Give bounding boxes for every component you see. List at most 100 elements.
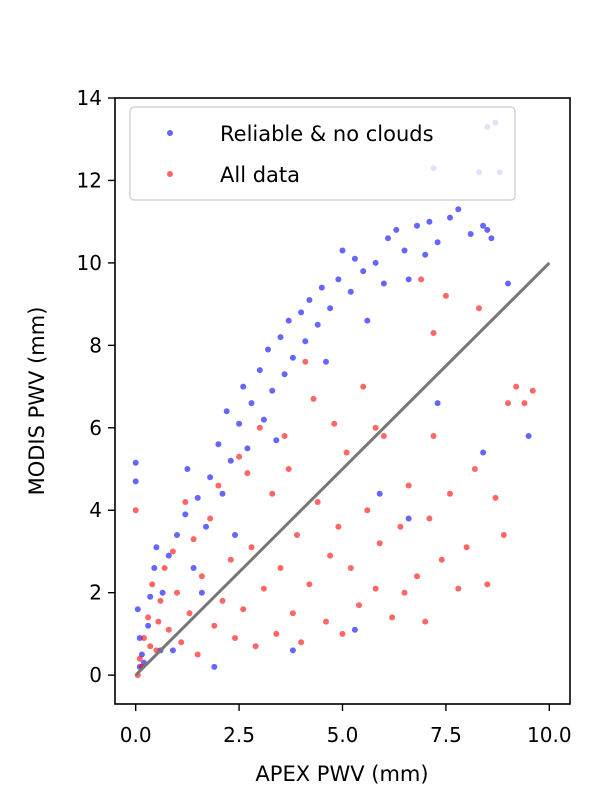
point-all-data-45: [356, 602, 362, 609]
point-reliable-9: [153, 544, 160, 551]
point-reliable-27: [248, 400, 255, 407]
y-tick-label: 10: [77, 251, 102, 275]
point-reliable-15: [184, 466, 191, 472]
point-reliable-43: [339, 247, 346, 254]
point-reliable-75: [351, 626, 358, 633]
legend-label-all-data: All data: [220, 163, 300, 187]
point-reliable-19: [207, 474, 214, 481]
point-all-data-71: [521, 400, 528, 407]
point-all-data-20: [219, 597, 226, 604]
point-all-data-38: [314, 499, 321, 505]
point-reliable-1: [132, 478, 139, 485]
point-all-data-53: [401, 589, 408, 596]
point-reliable-42: [335, 276, 342, 283]
point-reliable-14: [182, 511, 189, 518]
y-axis-ticks: 0 2 4 6 8 10 12 14: [77, 86, 115, 687]
point-all-data-74: [430, 330, 437, 336]
point-all-data-30: [273, 630, 280, 637]
y-axis-label: MODIS PWV (mm): [25, 307, 49, 496]
x-tick-label: 5.0: [327, 723, 359, 747]
point-all-data-49: [376, 540, 383, 547]
point-all-data-3: [145, 614, 152, 621]
point-all-data-46: [360, 383, 367, 390]
point-all-data-37: [310, 395, 317, 402]
x-tick-label: 7.5: [430, 723, 462, 747]
point-all-data-18: [211, 622, 218, 629]
x-tick-label: 10.0: [527, 723, 572, 747]
point-all-data-59: [438, 556, 445, 563]
point-all-data-25: [248, 544, 255, 551]
point-all-data-68: [500, 532, 507, 538]
point-reliable-54: [414, 222, 420, 229]
point-all-data-79: [302, 358, 309, 365]
point-all-data-48: [372, 585, 379, 592]
point-reliable-20: [215, 441, 222, 448]
point-reliable-51: [393, 226, 400, 233]
point-reliable-34: [285, 317, 292, 324]
point-reliable-40: [318, 284, 325, 291]
point-reliable-11: [159, 589, 166, 596]
point-reliable-49: [380, 280, 387, 287]
point-all-data-44: [347, 565, 354, 571]
point-all-data-17: [207, 515, 214, 522]
point-reliable-18: [203, 523, 209, 530]
point-all-data-6: [157, 597, 164, 604]
point-reliable-76: [289, 647, 296, 654]
point-all-data-64: [471, 466, 478, 472]
point-all-data-57: [426, 515, 433, 522]
point-reliable-24: [236, 420, 243, 427]
point-reliable-46: [360, 268, 367, 275]
point-all-data-26: [252, 643, 259, 650]
point-reliable-48: [372, 259, 379, 266]
point-reliable-7: [147, 593, 154, 600]
point-all-data-34: [294, 532, 300, 538]
point-all-data-2: [141, 635, 147, 641]
point-all-data-51: [389, 614, 396, 621]
point-reliable-63: [488, 235, 495, 242]
point-reliable-22: [223, 408, 230, 415]
point-reliable-59: [455, 206, 462, 213]
point-reliable-57: [434, 239, 441, 246]
point-reliable-38: [306, 297, 313, 303]
point-all-data-31: [277, 565, 284, 571]
point-reliable-61: [480, 222, 487, 229]
point-all-data-50: [380, 433, 387, 439]
point-reliable-55: [422, 251, 429, 258]
y-tick-label: 14: [77, 86, 102, 110]
point-all-data-19: [215, 482, 222, 489]
point-reliable-50: [385, 235, 391, 242]
point-all-data-7: [161, 565, 168, 571]
point-all-data-40: [327, 552, 334, 559]
point-reliable-45: [351, 255, 358, 262]
point-all-data-43: [343, 449, 350, 456]
point-all-data-54: [405, 482, 412, 489]
y-tick-label: 8: [89, 333, 102, 357]
point-reliable-44: [347, 288, 354, 295]
point-all-data-28: [260, 585, 267, 592]
point-all-data-82: [147, 643, 154, 650]
point-all-data-62: [455, 585, 462, 592]
point-all-data-72: [529, 387, 536, 394]
point-reliable-3: [136, 635, 143, 641]
point-reliable-23: [227, 457, 234, 464]
point-all-data-65: [476, 305, 482, 312]
point-all-data-75: [372, 424, 379, 431]
point-all-data-11: [178, 639, 185, 646]
point-reliable-33: [281, 371, 288, 378]
point-all-data-70: [513, 383, 520, 390]
point-all-data-35: [298, 639, 305, 646]
point-reliable-17: [194, 494, 201, 501]
legend-marker-all-data: [167, 171, 173, 177]
point-all-data-58: [430, 433, 437, 439]
point-all-data-83: [155, 618, 162, 625]
point-reliable-73: [376, 490, 383, 497]
point-reliable-78: [169, 647, 176, 654]
point-reliable-60: [467, 231, 474, 237]
point-reliable-39: [314, 321, 321, 328]
legend: Reliable & no clouds All data: [129, 106, 516, 201]
point-all-data-24: [240, 606, 247, 613]
x-tick-label: 2.5: [223, 723, 255, 747]
point-reliable-29: [260, 416, 267, 423]
one-to-one-line: [134, 261, 551, 677]
